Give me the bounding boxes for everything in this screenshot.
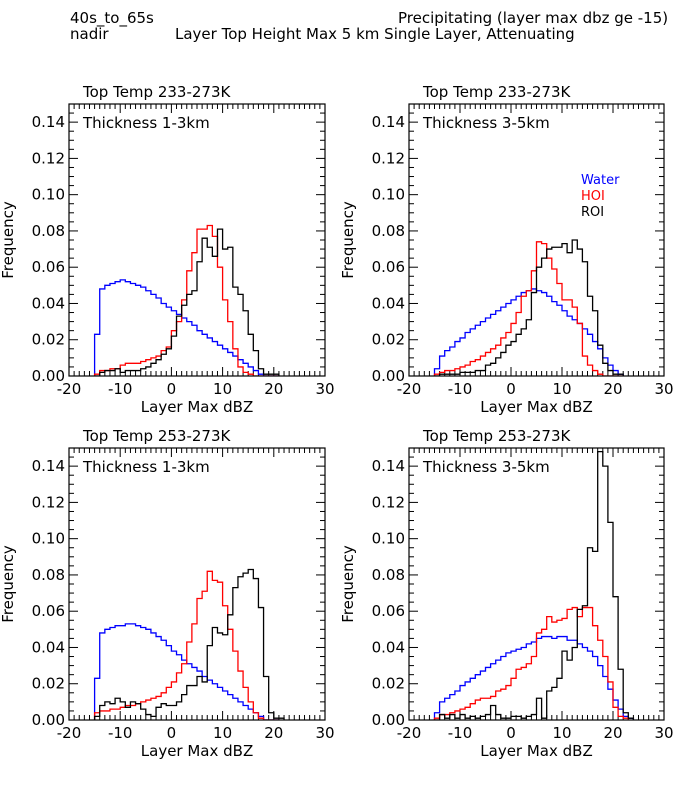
- y-tick-label: 0.08: [32, 222, 65, 240]
- y-tick-label: 0.00: [32, 367, 65, 385]
- x-tick-label: 20: [264, 380, 283, 398]
- y-tick-label: 0.06: [372, 602, 405, 620]
- y-tick-label: 0.06: [372, 258, 405, 276]
- y-tick-label: 0.10: [372, 186, 405, 204]
- panel-2: Top Temp 233-273K -20 -10 0 10 20 30 0.00 0.02 0.…: [339, 83, 674, 416]
- y-tick-label: 0.12: [32, 493, 65, 511]
- panel-title: Top Temp 253-273K: [422, 427, 571, 445]
- panel-1: Top Temp 233-273K -20 -10 0 10 20 30 0.00 0.02 0.…: [0, 83, 335, 416]
- panel-title: Top Temp 233-273K: [82, 83, 231, 101]
- x-axis-label: Layer Max dBZ: [141, 398, 253, 416]
- plot-frame: [68, 103, 326, 377]
- x-tick-label: 0: [506, 724, 516, 742]
- x-tick-label: -10: [448, 724, 473, 742]
- header-subtitle: Layer Top Height Max 5 km Single Layer, …: [175, 25, 575, 43]
- x-tick-label: 10: [552, 724, 571, 742]
- y-tick-label: 0.08: [32, 566, 65, 584]
- x-axis-label: Layer Max dBZ: [480, 742, 592, 760]
- y-axis-label: Frequency: [339, 201, 357, 279]
- panel-annotation: Thickness 3-5km: [422, 114, 550, 132]
- y-tick-label: 0.10: [32, 186, 65, 204]
- x-tick-label: -20: [397, 724, 422, 742]
- legend-entry-hoi: HOI: [581, 189, 605, 204]
- x-tick-label: -10: [108, 380, 133, 398]
- x-tick-label: 0: [506, 380, 516, 398]
- y-tick-label: 0.08: [372, 566, 405, 584]
- x-tick-label: -10: [108, 724, 133, 742]
- y-tick-label: 0.14: [372, 113, 405, 131]
- y-tick-label: 0.00: [32, 711, 65, 729]
- x-tick-label: 10: [552, 380, 571, 398]
- x-tick-label: -20: [57, 724, 82, 742]
- x-tick-label: 20: [603, 380, 622, 398]
- y-tick-label: 0.06: [32, 602, 65, 620]
- y-tick-label: 0.10: [32, 530, 65, 548]
- x-tick-label: 30: [315, 380, 334, 398]
- legend-entry-roi: ROI: [581, 205, 604, 220]
- panel-annotation: Thickness 1-3km: [82, 114, 210, 132]
- header-view: nadir: [70, 25, 109, 43]
- series-hoi: [93, 570, 279, 720]
- y-tick-label: 0.00: [372, 367, 405, 385]
- y-tick-label: 0.02: [372, 675, 405, 693]
- y-tick-label: 0.10: [372, 530, 405, 548]
- y-tick-label: 0.14: [32, 113, 65, 131]
- panel-title: Top Temp 253-273K: [82, 427, 231, 445]
- x-tick-label: -20: [397, 380, 422, 398]
- y-axis-label: Frequency: [0, 201, 17, 279]
- y-tick-label: 0.14: [372, 457, 405, 475]
- series-roi: [434, 450, 635, 720]
- x-tick-label: 30: [654, 380, 673, 398]
- panel-title: Top Temp 233-273K: [422, 83, 571, 101]
- header-region: 40s_to_65s: [70, 9, 154, 27]
- panel-annotation: Thickness 3-5km: [422, 458, 550, 476]
- y-tick-label: 0.04: [372, 294, 405, 312]
- x-tick-label: 20: [264, 724, 283, 742]
- y-tick-label: 0.12: [372, 149, 405, 167]
- series-roi: [93, 568, 285, 720]
- y-tick-label: 0.12: [372, 493, 405, 511]
- panel-annotation: Thickness 1-3km: [82, 458, 210, 476]
- y-tick-label: 0.00: [372, 711, 405, 729]
- y-tick-label: 0.04: [32, 294, 65, 312]
- x-tick-label: 0: [167, 380, 177, 398]
- y-tick-label: 0.06: [32, 258, 65, 276]
- y-tick-label: 0.04: [372, 638, 405, 656]
- series-hoi: [93, 224, 279, 376]
- x-tick-label: -10: [448, 380, 473, 398]
- legend-entry-water: Water: [581, 173, 620, 188]
- x-tick-label: 0: [167, 724, 177, 742]
- x-tick-label: 10: [213, 380, 232, 398]
- series-roi: [434, 239, 624, 376]
- y-tick-label: 0.02: [32, 331, 65, 349]
- series-roi: [94, 228, 280, 376]
- plot-frame: [68, 447, 326, 721]
- y-tick-label: 0.12: [32, 149, 65, 167]
- series-water: [433, 635, 635, 720]
- x-tick-label: 10: [213, 724, 232, 742]
- x-tick-label: 20: [603, 724, 622, 742]
- x-axis-label: Layer Max dBZ: [480, 398, 592, 416]
- series-hoi: [433, 241, 624, 376]
- panel-3: Top Temp 253-273K -20 -10 0 10 20 30 0.00 0.02 0.…: [0, 427, 335, 760]
- header-condition: Precipitating (layer max dbz ge -15): [398, 9, 669, 27]
- y-tick-label: 0.14: [32, 457, 65, 475]
- y-tick-label: 0.02: [32, 675, 65, 693]
- series-water: [433, 288, 624, 376]
- series-water: [93, 623, 279, 720]
- x-tick-label: -20: [57, 380, 82, 398]
- y-tick-label: 0.02: [372, 331, 405, 349]
- x-axis-label: Layer Max dBZ: [141, 742, 253, 760]
- y-axis-label: Frequency: [339, 545, 357, 623]
- x-tick-label: 30: [315, 724, 334, 742]
- x-tick-label: 30: [654, 724, 673, 742]
- y-tick-label: 0.04: [32, 638, 65, 656]
- y-axis-label: Frequency: [0, 545, 17, 623]
- plot-frame: [408, 447, 665, 721]
- plot-frame: [408, 103, 665, 377]
- series-hoi: [433, 606, 629, 720]
- y-tick-label: 0.08: [372, 222, 405, 240]
- panel-4: Top Temp 253-273K -20 -10 0 10 20 30 0.00 0.02 0.…: [339, 427, 674, 760]
